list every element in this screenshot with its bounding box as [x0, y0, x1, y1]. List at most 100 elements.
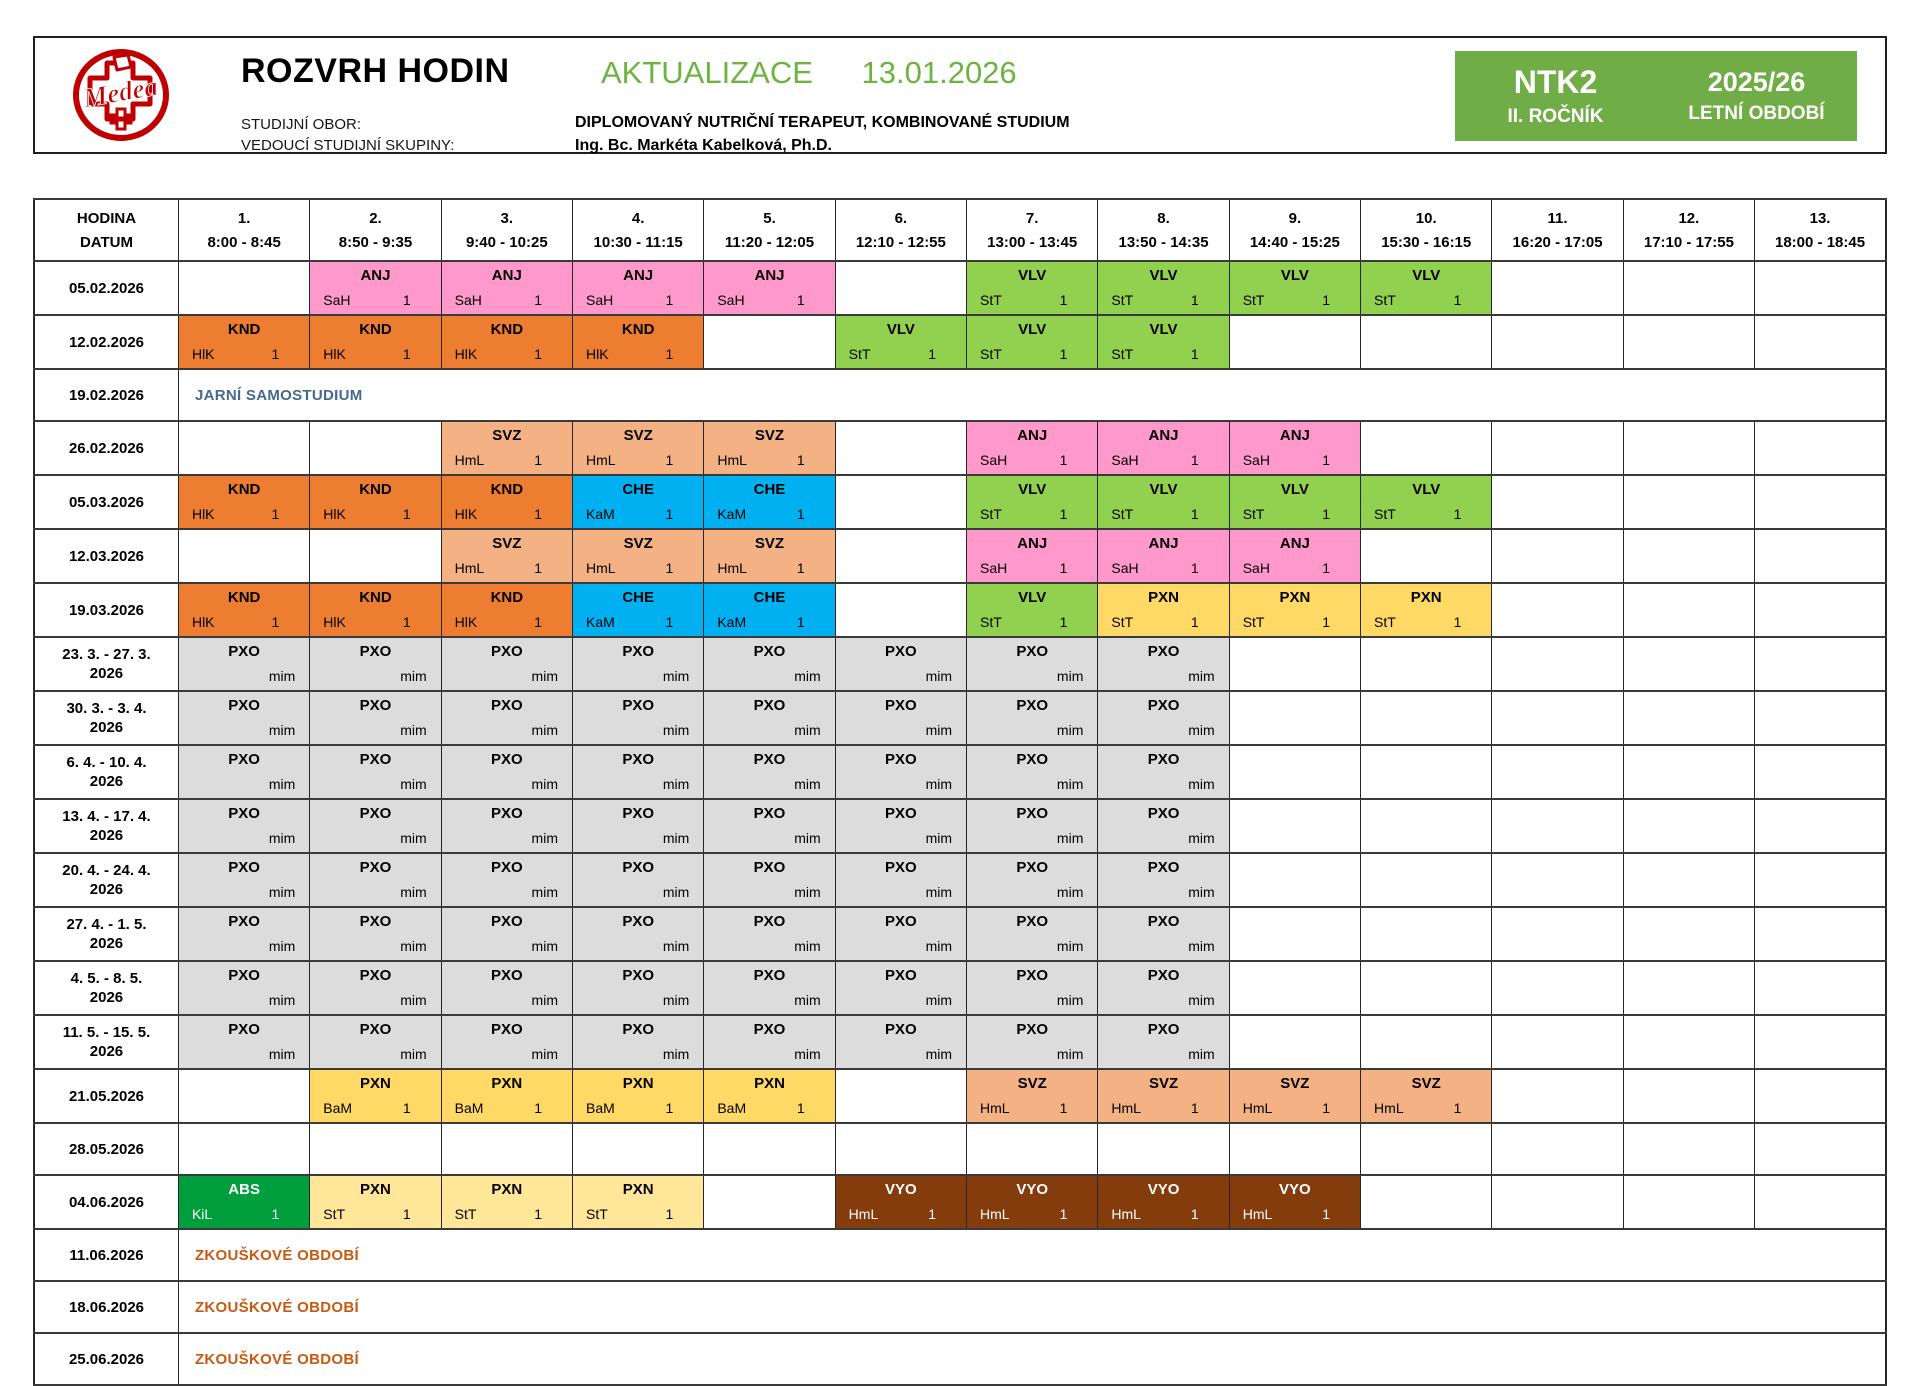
medea-logo-icon: Medea [73, 49, 169, 141]
teacher-code: mim [531, 722, 558, 738]
subject-code: ANJ [623, 267, 654, 284]
lesson-cell-content: PXO mim [705, 639, 834, 689]
lesson-subline: SaH 1 [1099, 561, 1228, 575]
lesson-subline: mim [968, 723, 1097, 737]
lesson-subline: HlK 1 [179, 346, 308, 362]
lesson-subline: HmL 1 [1099, 1101, 1228, 1115]
teacher-code: mim [794, 884, 821, 900]
lesson-cell-content: PXO mim [179, 963, 308, 1013]
lesson-cell-content: PXO mim [1099, 639, 1228, 689]
teacher-code: mim [268, 722, 296, 738]
date-line: 20. 4. - 24. 4. [62, 862, 151, 879]
field-value: DIPLOMOVANÝ NUTRIČNÍ TERAPEUT, KOMBINOVA… [575, 114, 1070, 131]
teacher-code: HmL [454, 560, 485, 576]
subject-code: ANJ [1017, 427, 1048, 444]
lesson-cell-content: KND HlK 1 [179, 477, 308, 527]
date-line: 25.06.2026 [68, 1350, 145, 1368]
lesson-cell-abs: ABS KiL 1 [177, 1174, 311, 1230]
lesson-subline: StT 1 [968, 293, 1097, 307]
subject-code: PXO [753, 751, 786, 768]
teacher-code: HmL [1242, 1206, 1273, 1222]
lesson-cell-content: CHE KaM 1 [573, 585, 702, 635]
lesson-subline: mim [968, 777, 1097, 791]
teacher-code: mim [268, 776, 296, 792]
lesson-subline: mim [836, 993, 965, 1007]
subject-code: PXO [753, 643, 786, 660]
lesson-cell-content: PXO mim [311, 855, 440, 905]
subject-code: PXO [228, 643, 260, 660]
period-time: 16:20 - 17:05 [1512, 233, 1603, 251]
lesson-cell-content: PXO mim [836, 801, 965, 851]
group-number: 1 [534, 452, 542, 468]
group-number: 1 [796, 452, 805, 468]
lesson-cell-pxo: PXO mim [834, 798, 968, 854]
empty-cell [1622, 690, 1756, 746]
lesson-subline: mim [311, 669, 440, 683]
lesson-subline: mim [836, 831, 965, 845]
empty-cell [1754, 1122, 1887, 1176]
teacher-code: mim [1188, 776, 1215, 792]
teacher-code: mim [400, 722, 427, 738]
lesson-cell-content: SVZ HmL 1 [1362, 1071, 1491, 1121]
teacher-code: HlK [454, 346, 478, 362]
teacher-code: mim [925, 884, 953, 900]
subject-code: PXO [885, 913, 917, 930]
date-cell: 21.05.2026 [33, 1068, 179, 1124]
subject-code: PXO [885, 643, 917, 660]
lesson-cell-content: PXN StT 1 [1230, 585, 1359, 635]
teacher-code: HlK [191, 614, 215, 630]
lesson-cell-content: PXO mim [968, 909, 1097, 959]
empty-cell [1491, 690, 1624, 746]
lesson-subline: mim [1099, 939, 1228, 953]
teacher-code: SaH [454, 292, 482, 308]
empty-cell [1360, 1014, 1493, 1070]
lesson-cell-knd: KND HlK 1 [440, 474, 573, 530]
medea-logo: Medea [65, 47, 177, 148]
lesson-cell-vyo: VYO HmL 1 [1097, 1174, 1230, 1230]
period-time: 17:10 - 17:55 [1643, 233, 1734, 251]
lesson-subline: HlK 1 [179, 614, 308, 630]
class-info-box: NTK2 II. ROČNÍK 2025/26 LETNÍ OBDOBÍ [1455, 51, 1857, 141]
lesson-cell-pxo: PXO mim [177, 744, 311, 800]
lesson-cell-content: PXO mim [311, 909, 440, 959]
group-number: 1 [1190, 614, 1199, 630]
empty-cell [177, 1122, 311, 1176]
lesson-cell-content: VLV StT 1 [1362, 477, 1491, 527]
lesson-subline: HlK 1 [311, 615, 440, 629]
lesson-cell-content: SVZ HmL 1 [573, 531, 702, 581]
lesson-subline: SaH 1 [1230, 561, 1359, 575]
lesson-cell-pxo: PXO mim [177, 906, 311, 962]
lesson-subline: mim [968, 1047, 1097, 1061]
lesson-subline: mim [968, 669, 1097, 683]
lesson-subline: HmL 1 [1099, 1207, 1228, 1221]
teacher-code: mim [400, 1046, 427, 1062]
teacher-code: HlK [191, 346, 215, 362]
lesson-cell-svz: SVZ HmL 1 [571, 528, 705, 584]
lesson-cell-pxo: PXO mim [966, 906, 1099, 962]
lesson-subline: mim [1099, 669, 1228, 683]
empty-cell [1622, 906, 1756, 962]
lesson-subline: mim [836, 939, 965, 953]
empty-cell [1754, 1174, 1887, 1230]
subject-code: PXO [359, 751, 392, 768]
subject-code: PXO [490, 1021, 523, 1038]
teacher-code: SaH [980, 452, 1008, 468]
lesson-cell-content: PXN StT 1 [442, 1177, 571, 1227]
lesson-subline: HmL 1 [705, 452, 834, 468]
corner-line2: DATUM [79, 233, 133, 251]
subject-code: PXO [885, 805, 917, 822]
teacher-code: StT [1111, 506, 1134, 522]
group-number: 1 [534, 1100, 542, 1116]
empty-cell [834, 528, 968, 584]
lesson-cell-vlv: VLV StT 1 [966, 314, 1099, 370]
lesson-cell-che: CHE KaM 1 [571, 582, 705, 638]
class-code: NTK2 [1513, 64, 1598, 100]
subject-code: KND [621, 321, 655, 338]
lesson-cell-content: ANJ SaH 1 [442, 263, 571, 313]
lesson-subline: StT 1 [311, 1207, 440, 1221]
lesson-cell-vlv: VLV StT 1 [1097, 314, 1230, 370]
empty-cell [1360, 906, 1493, 962]
subject-code: PXO [885, 967, 917, 984]
date-cell: 12.03.2026 [33, 528, 179, 584]
lesson-subline: mim [442, 831, 571, 845]
